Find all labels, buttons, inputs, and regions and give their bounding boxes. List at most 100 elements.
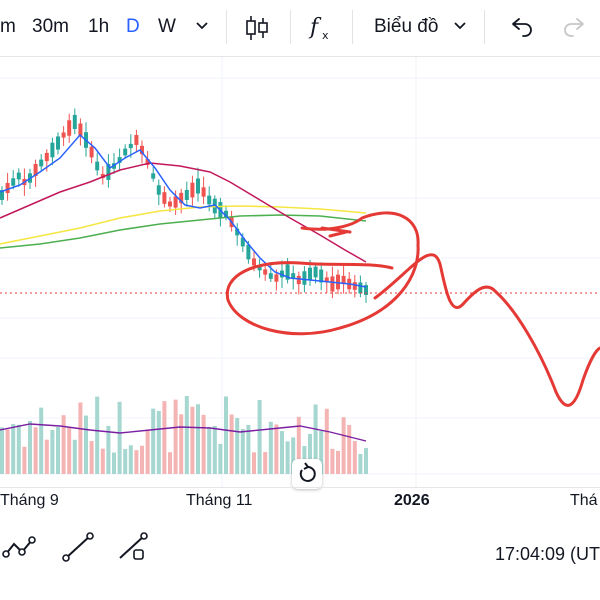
chevron-down-icon[interactable] [194,18,210,34]
volume-bar [16,424,21,474]
redo-icon[interactable] [562,16,586,38]
interval-minutes[interactable]: m [0,16,16,37]
volume-bar [140,445,144,474]
chart-type-label[interactable]: Biểu đồ [374,16,439,37]
candle-body [44,152,49,162]
volume-bar [0,427,4,474]
volume-bar [364,448,368,474]
candle-body [0,190,4,200]
candle-body [291,273,296,279]
interval-d[interactable]: D [126,16,140,37]
candle-body [39,159,44,167]
volume-bar [308,433,312,474]
time-axis: Tháng 9 Tháng 11 2026 Thá [0,487,600,514]
volume-bar [207,427,212,474]
volume-bar [100,448,105,474]
volume-bar [134,450,139,474]
volume-bar [285,441,290,474]
volume-bar [352,441,357,474]
candle-body [358,282,363,294]
trend-line-tool-icon[interactable] [58,528,98,568]
volume-bar [341,417,346,474]
volume-bar [263,452,268,474]
volume-bar [128,445,133,474]
volume-bar [168,452,172,474]
volume-bar [145,429,150,474]
volume-bar [296,416,301,474]
interval-1h[interactable]: 1h [88,16,110,37]
candle-body [240,237,245,247]
chevron-down-icon[interactable] [452,18,468,34]
candle-body [151,173,156,179]
volume-bar [313,404,318,474]
volume-bar [336,450,340,474]
candle-body [61,132,66,138]
volume-bar [156,410,161,474]
x-axis-label: Tháng 9 [0,492,59,509]
candle-body [302,271,307,285]
candle-body [50,142,55,158]
candle-body [67,120,72,136]
volume-bar [72,439,77,474]
ma-mid [0,162,367,263]
candle-body [16,172,21,180]
interval-30m[interactable]: 30m [32,16,69,37]
reset-chart-button[interactable] [292,459,322,489]
candle-body [274,274,279,282]
volume-bar [39,407,44,474]
volume-bar [235,418,240,474]
volume-bar [280,431,284,474]
volume-bar [201,414,206,474]
candle-body [319,269,324,283]
candle-body [11,178,16,186]
volume-bar [106,425,111,474]
volume-bar [50,429,55,474]
candle-body [184,190,189,200]
candle-body [72,114,77,130]
candle-body [201,187,206,197]
svg-text:x: x [322,29,329,42]
candle-body [162,192,167,204]
volume-bar [240,428,245,474]
fx-icon[interactable]: f x [308,12,336,42]
candle-body [179,192,184,204]
volume-bar [229,414,234,474]
volume-bar [291,437,296,474]
undo-icon[interactable] [510,16,534,38]
hand-drawn-circle [225,211,600,407]
volume-bar [196,404,200,474]
volume-bar [330,448,335,474]
volume-bar [95,396,100,474]
candle-body [78,123,83,137]
x-axis-label: Tháng 11 [186,492,253,509]
volume-bar [44,439,49,474]
price-chart[interactable] [0,57,600,489]
volume-bar [84,415,88,474]
candle-body [364,285,368,295]
candle-body [190,182,195,198]
volume-bar [56,426,60,474]
ma-fast [0,133,367,288]
candle-body [336,274,340,290]
volume-bar [246,424,251,474]
candle-body [263,269,268,275]
candle-body [5,182,10,194]
candle-body [207,195,212,205]
svg-text:f: f [308,15,322,40]
candle-body [100,173,105,179]
clock-readout: 17:04:09 (UT [494,544,600,564]
chart-canvas[interactable] [0,57,600,487]
x-axis-label: 2026 [394,492,430,509]
ray-tool-icon[interactable] [112,528,152,568]
interval-w[interactable]: W [158,16,176,37]
volume-bar [11,424,16,474]
volume-bar [173,399,178,474]
toolbar-divider [484,10,485,44]
candle-body [128,143,133,149]
volume-bar [184,395,189,474]
volume-ma [0,423,367,442]
volume-bar [179,414,184,474]
candlestick-icon[interactable] [244,14,270,42]
x-axis-label: Thá [570,492,598,509]
trend-path-tool-icon[interactable] [0,528,40,568]
